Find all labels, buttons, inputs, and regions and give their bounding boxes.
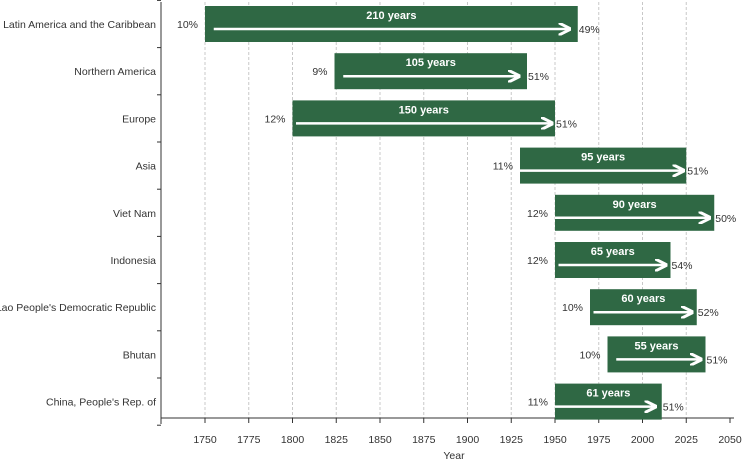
duration-label: 90 years: [613, 199, 657, 211]
start-percent-label: 10%: [177, 19, 198, 31]
end-percent-label: 51%: [663, 402, 684, 414]
end-percent-label: 50%: [715, 213, 736, 225]
category-label: Latin America and the Caribbean: [3, 19, 156, 31]
x-tick-label: 1925: [500, 434, 524, 446]
x-tick-label: 2000: [631, 434, 655, 446]
range-bar: [555, 242, 671, 278]
x-tick-label: 1950: [543, 434, 567, 446]
duration-label: 60 years: [621, 293, 665, 305]
category-label: Europe: [122, 113, 156, 125]
end-percent-label: 51%: [707, 354, 728, 366]
category-label: Indonesia: [110, 255, 156, 267]
x-tick-label: 1850: [368, 434, 392, 446]
start-percent-label: 10%: [579, 349, 600, 361]
x-tick-label: 1800: [281, 434, 305, 446]
duration-label: 61 years: [586, 388, 630, 400]
range-bar: [607, 336, 706, 373]
duration-label: 150 years: [399, 104, 449, 116]
start-percent-label: 12%: [527, 208, 548, 220]
end-percent-label: 49%: [579, 24, 600, 36]
x-tick-label: 2025: [675, 434, 699, 446]
range-bar: [590, 289, 697, 326]
end-percent-label: 54%: [672, 260, 693, 272]
x-tick-label: 1975: [587, 434, 611, 446]
duration-label: 65 years: [591, 246, 635, 258]
x-tick-label: 1900: [456, 434, 480, 446]
start-percent-label: 12%: [527, 255, 548, 267]
range-bar: [520, 147, 687, 184]
end-percent-label: 51%: [687, 166, 708, 178]
category-label: China, People's Rep. of: [46, 397, 156, 409]
duration-label: 55 years: [634, 340, 678, 352]
range-bar: [555, 383, 662, 420]
start-percent-label: 10%: [562, 302, 583, 314]
range-bar: [205, 6, 578, 42]
category-label: Bhutan: [123, 349, 156, 361]
end-percent-label: 52%: [698, 307, 719, 319]
start-percent-label: 11%: [493, 161, 513, 173]
duration-label: 95 years: [581, 152, 625, 164]
x-tick-label: 2050: [718, 434, 742, 446]
start-percent-label: 12%: [264, 113, 285, 125]
range-bar: [292, 100, 555, 137]
category-label: Lao People's Democratic Republic: [0, 302, 156, 314]
end-percent-label: 51%: [528, 71, 549, 83]
duration-label: 210 years: [366, 10, 416, 22]
end-percent-label: 51%: [556, 118, 577, 130]
start-percent-label: 9%: [312, 66, 327, 78]
x-axis-title: Year: [443, 450, 465, 461]
x-tick-label: 1875: [412, 434, 436, 446]
range-bar: [334, 53, 527, 90]
x-tick-label: 1825: [325, 434, 349, 446]
category-label: Northern America: [74, 66, 156, 78]
x-tick-label: 1775: [237, 434, 261, 446]
category-label: Viet Nam: [113, 208, 156, 220]
category-label: Asia: [136, 161, 157, 173]
x-tick-label: 1750: [193, 434, 217, 446]
duration-label: 105 years: [406, 57, 456, 69]
start-percent-label: 11%: [528, 397, 548, 409]
range-bar: [555, 194, 715, 231]
